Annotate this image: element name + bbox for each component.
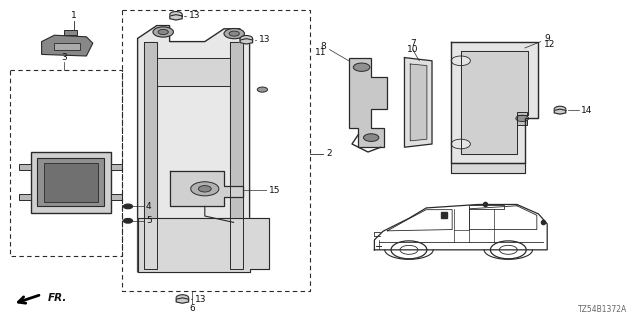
FancyBboxPatch shape xyxy=(19,194,31,200)
FancyBboxPatch shape xyxy=(54,43,80,50)
FancyBboxPatch shape xyxy=(111,194,122,200)
Text: 14: 14 xyxy=(580,106,592,115)
Polygon shape xyxy=(554,109,566,114)
Text: FR.: FR. xyxy=(48,292,67,303)
Polygon shape xyxy=(451,163,525,173)
Polygon shape xyxy=(170,171,243,206)
Text: 7: 7 xyxy=(410,39,415,48)
Circle shape xyxy=(158,29,168,35)
Circle shape xyxy=(124,204,132,209)
Circle shape xyxy=(451,139,470,149)
Circle shape xyxy=(224,28,244,39)
Polygon shape xyxy=(240,39,253,44)
Circle shape xyxy=(364,134,379,141)
FancyBboxPatch shape xyxy=(19,164,31,170)
Polygon shape xyxy=(404,58,432,147)
Circle shape xyxy=(353,63,370,71)
Circle shape xyxy=(554,106,566,112)
Polygon shape xyxy=(170,15,182,20)
Polygon shape xyxy=(176,298,189,303)
Text: TZ54B1372A: TZ54B1372A xyxy=(578,305,627,314)
Polygon shape xyxy=(138,218,269,272)
Polygon shape xyxy=(410,64,427,141)
Circle shape xyxy=(240,36,253,42)
Circle shape xyxy=(257,87,268,92)
Circle shape xyxy=(516,115,529,122)
Circle shape xyxy=(124,219,132,223)
Polygon shape xyxy=(138,26,250,272)
Text: 13: 13 xyxy=(259,36,271,44)
Circle shape xyxy=(153,27,173,37)
Text: 8: 8 xyxy=(321,42,326,51)
Polygon shape xyxy=(42,35,93,56)
Text: 13: 13 xyxy=(189,12,200,20)
Circle shape xyxy=(170,12,182,18)
Text: 3: 3 xyxy=(61,53,67,62)
Text: 11: 11 xyxy=(315,48,326,57)
Text: 4: 4 xyxy=(146,202,152,211)
Text: 13: 13 xyxy=(195,295,207,304)
Polygon shape xyxy=(349,58,387,147)
Polygon shape xyxy=(461,51,528,154)
FancyBboxPatch shape xyxy=(44,163,98,202)
Text: 6: 6 xyxy=(189,304,195,313)
Polygon shape xyxy=(64,30,77,35)
Text: 9: 9 xyxy=(544,34,550,43)
Circle shape xyxy=(451,56,470,66)
Circle shape xyxy=(176,295,189,301)
Polygon shape xyxy=(451,42,538,163)
FancyBboxPatch shape xyxy=(31,152,111,213)
Text: 10: 10 xyxy=(407,45,419,54)
Polygon shape xyxy=(144,42,157,269)
Circle shape xyxy=(198,186,211,192)
Text: 1: 1 xyxy=(71,12,76,20)
Text: 2: 2 xyxy=(326,149,332,158)
Polygon shape xyxy=(230,42,243,269)
FancyBboxPatch shape xyxy=(517,112,527,125)
Text: 15: 15 xyxy=(269,186,280,195)
Polygon shape xyxy=(157,58,230,86)
Circle shape xyxy=(229,31,239,36)
Text: 12: 12 xyxy=(544,40,556,49)
FancyBboxPatch shape xyxy=(111,164,122,170)
Text: 5: 5 xyxy=(146,216,152,225)
Circle shape xyxy=(191,182,219,196)
FancyBboxPatch shape xyxy=(37,158,104,206)
